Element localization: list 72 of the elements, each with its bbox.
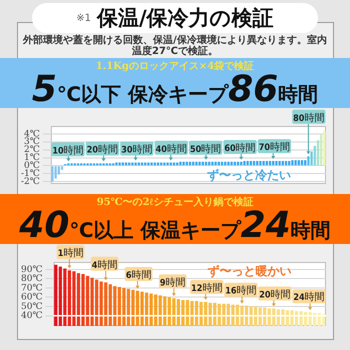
text: 外部環境や蓋を開ける回数、保温/保冷環境により異なります。室内温度27℃で検証。 [22,35,328,57]
bar [122,162,124,166]
y-tick-label: 90℃ [20,264,43,275]
y-tick-label: -2℃ [20,176,40,187]
annotation: 50時間 [190,142,222,155]
annotation: 30時間 [121,144,152,156]
bar [266,160,268,166]
annotation: 40時間 [156,142,187,155]
y-tick-label: 60℃ [20,292,43,303]
bar [186,162,188,166]
annotation: 60時間 [224,142,256,154]
annotation: 24時間 [293,291,325,304]
bar [144,162,146,166]
bar [304,160,306,166]
bar [323,130,326,166]
bar [150,162,153,166]
bar [192,162,194,166]
bar [294,160,297,166]
bar [214,162,217,166]
bar [218,162,220,166]
annotation: 20時間 [86,144,118,156]
chart-subtitle: 95℃〜の2ℓシチュー入り鍋で検証 [96,197,254,208]
bar [250,160,252,166]
bar [278,160,281,166]
bar [58,166,60,174]
y-tick-label: 50℃ [20,302,43,312]
bar [256,160,258,166]
annotation: ず〜っと暖かい [208,264,292,278]
bar [202,162,204,166]
y-tick-label: 40℃ [20,311,43,322]
bar [208,162,210,166]
bar [224,162,226,166]
bar [198,162,201,166]
annotation: 20時間 [259,288,291,300]
annotation: 4時間 [92,258,118,271]
bar [314,146,316,166]
bar [118,162,121,166]
bar [320,134,322,166]
annotation: 6時間 [126,268,152,281]
bar [234,162,236,166]
text: 1時間 [58,247,84,259]
bar [240,162,242,166]
bar [166,162,169,166]
annotation: 12時間 [191,282,222,294]
annotation: 70時間 [258,141,290,154]
bar [182,162,185,166]
bar [282,160,284,166]
annotation: ず〜っと冷たい [206,168,291,182]
y-tick-label: 70℃ [20,283,43,294]
annotation: 16時間 [225,284,256,297]
annotation: 9時間 [160,276,186,288]
bar [272,160,274,166]
bar [170,162,172,166]
text: 80時間 [293,112,324,124]
bar [54,166,57,178]
bar [134,162,137,166]
bar [246,160,249,166]
bar [298,160,300,166]
bar [262,160,265,166]
bar [160,162,162,166]
bar [154,162,156,166]
bar [138,162,140,166]
annotation: 10時間 [52,144,84,156]
bar [176,162,178,166]
bar [128,162,130,166]
text: 保温/保冷力の検証 [97,5,274,32]
bar [310,151,313,166]
y-tick-label: 80℃ [20,274,43,284]
chart-subtitle: 1.1Kgのロックアイス×4袋で検証 [96,61,254,72]
bar [230,162,233,166]
text: ※1 [76,12,92,24]
bar [288,160,290,166]
